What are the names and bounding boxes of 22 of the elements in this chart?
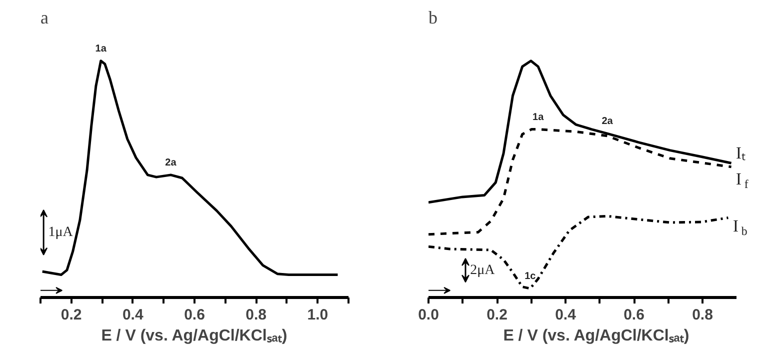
x-tick-label: 0.8 bbox=[692, 306, 713, 324]
x-axis-title: E / V (vs. Ag/AgCl/KClₛₐₜ) bbox=[503, 328, 690, 344]
x-tick-label: 0.4 bbox=[122, 306, 144, 324]
annotation: 1μA bbox=[48, 224, 74, 240]
annotation: 2a bbox=[602, 116, 614, 128]
x-tick-label: 1.0 bbox=[307, 306, 328, 324]
annotation: 1a bbox=[532, 112, 544, 123]
x-axis-title: E / V (vs. Ag/AgCl/KClₛₐₜ) bbox=[101, 328, 288, 344]
annotation: 2a bbox=[165, 157, 177, 168]
annotation: 1c bbox=[524, 271, 536, 282]
x-tick-label: 0.2 bbox=[486, 306, 508, 324]
x-tick-label: 0.6 bbox=[624, 306, 644, 324]
x-tick-label: 0.0 bbox=[418, 306, 439, 324]
series-label: Iₜ bbox=[736, 144, 746, 163]
x-tick-label: 0.6 bbox=[184, 306, 205, 324]
annotation: 2μA bbox=[470, 262, 496, 278]
annotation: 1a bbox=[95, 43, 107, 54]
x-tick-label: 0.4 bbox=[555, 306, 577, 324]
x-tick-label: 0.2 bbox=[60, 306, 82, 324]
chart-title: b bbox=[428, 8, 438, 28]
x-tick-label: 0.8 bbox=[246, 306, 267, 324]
chart-title: a bbox=[40, 8, 48, 28]
